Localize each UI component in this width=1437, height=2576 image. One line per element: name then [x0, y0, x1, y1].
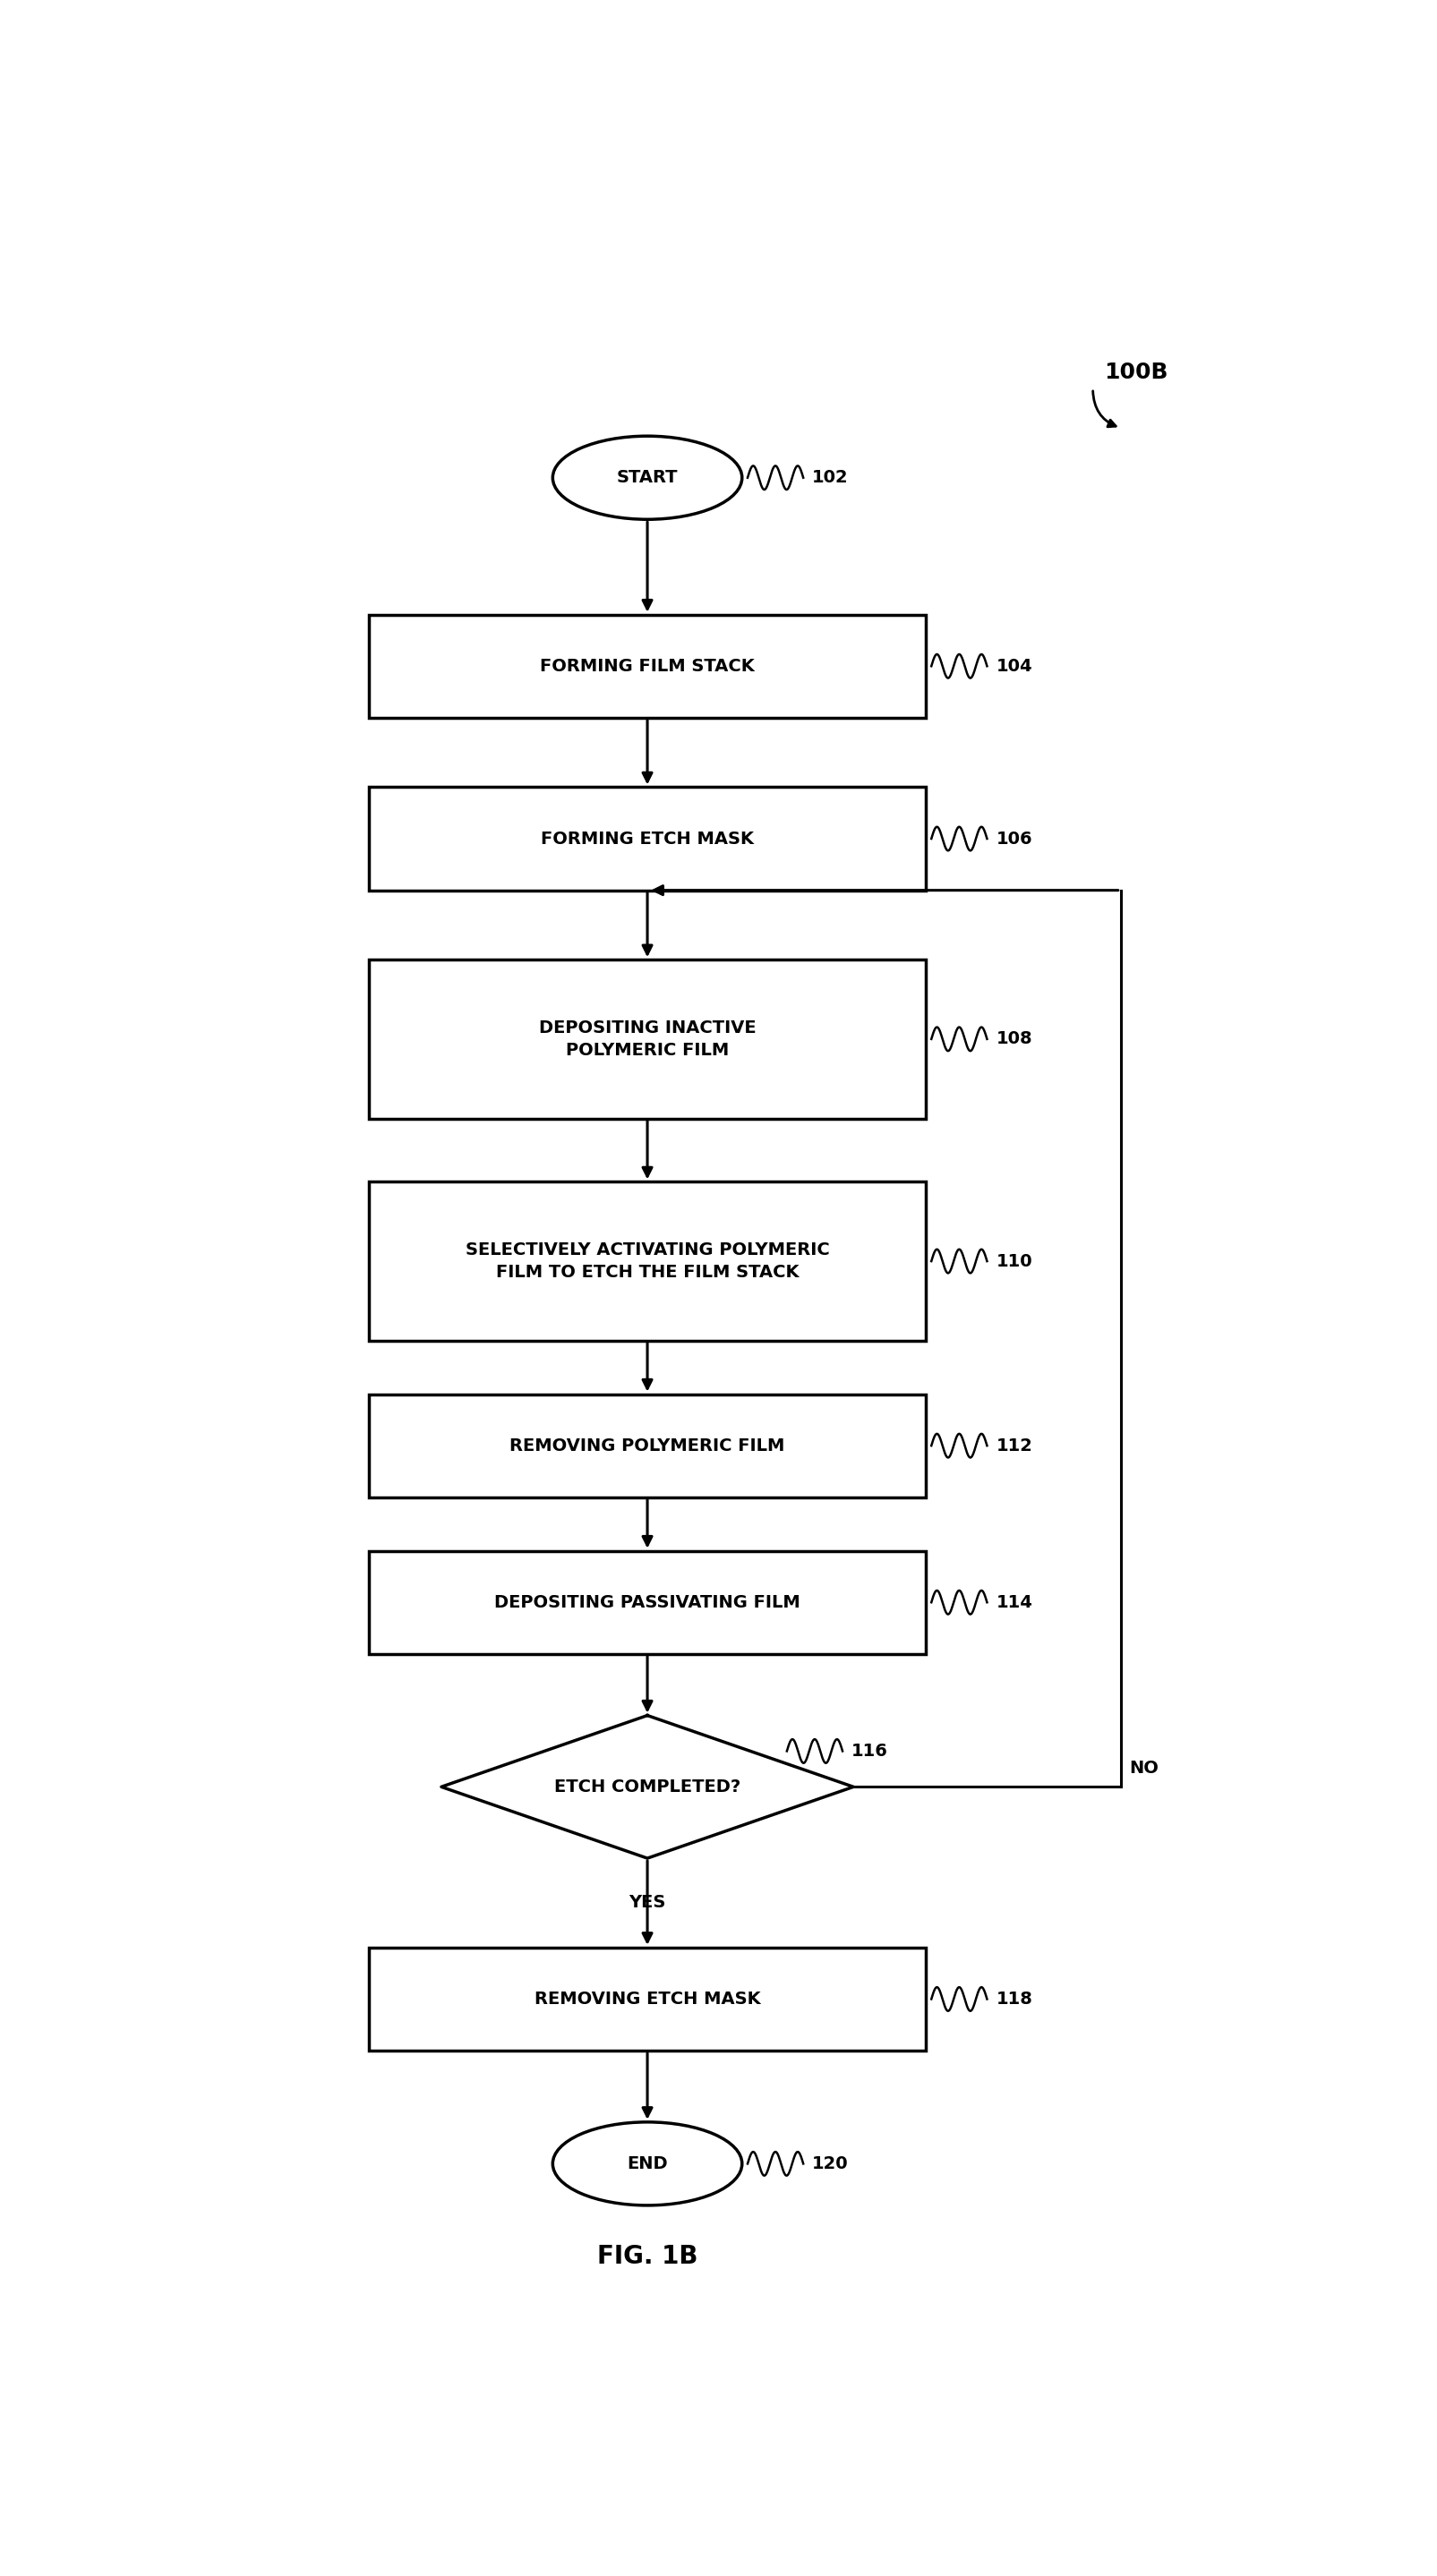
Bar — [369, 1182, 925, 1340]
Text: FIG. 1B: FIG. 1B — [596, 2244, 698, 2269]
Text: FORMING ETCH MASK: FORMING ETCH MASK — [540, 829, 754, 848]
Bar — [369, 1551, 925, 1654]
Text: 112: 112 — [996, 1437, 1033, 1455]
Bar — [369, 1947, 925, 2050]
Text: 106: 106 — [996, 829, 1032, 848]
Text: 114: 114 — [996, 1595, 1033, 1610]
Bar — [369, 961, 925, 1118]
Text: REMOVING ETCH MASK: REMOVING ETCH MASK — [535, 1991, 760, 2007]
Text: NO: NO — [1129, 1759, 1160, 1777]
Text: FORMING FILM STACK: FORMING FILM STACK — [540, 657, 754, 675]
Text: 104: 104 — [996, 657, 1032, 675]
Text: YES: YES — [629, 1893, 665, 1911]
Text: DEPOSITING PASSIVATING FILM: DEPOSITING PASSIVATING FILM — [494, 1595, 800, 1610]
Text: DEPOSITING INACTIVE
POLYMERIC FILM: DEPOSITING INACTIVE POLYMERIC FILM — [539, 1020, 756, 1059]
Bar — [369, 788, 925, 891]
Bar — [369, 1394, 925, 1497]
Text: 120: 120 — [812, 2156, 849, 2172]
Text: 116: 116 — [852, 1741, 888, 1759]
Text: START: START — [616, 469, 678, 487]
Text: 108: 108 — [996, 1030, 1032, 1048]
Text: 118: 118 — [996, 1991, 1033, 2007]
Text: END: END — [627, 2156, 668, 2172]
Text: 100B: 100B — [1104, 361, 1168, 384]
Bar — [369, 616, 925, 719]
Text: SELECTIVELY ACTIVATING POLYMERIC
FILM TO ETCH THE FILM STACK: SELECTIVELY ACTIVATING POLYMERIC FILM TO… — [466, 1242, 829, 1280]
Text: REMOVING POLYMERIC FILM: REMOVING POLYMERIC FILM — [510, 1437, 785, 1455]
Text: 102: 102 — [812, 469, 849, 487]
Text: ETCH COMPLETED?: ETCH COMPLETED? — [555, 1777, 740, 1795]
Text: 110: 110 — [996, 1252, 1032, 1270]
